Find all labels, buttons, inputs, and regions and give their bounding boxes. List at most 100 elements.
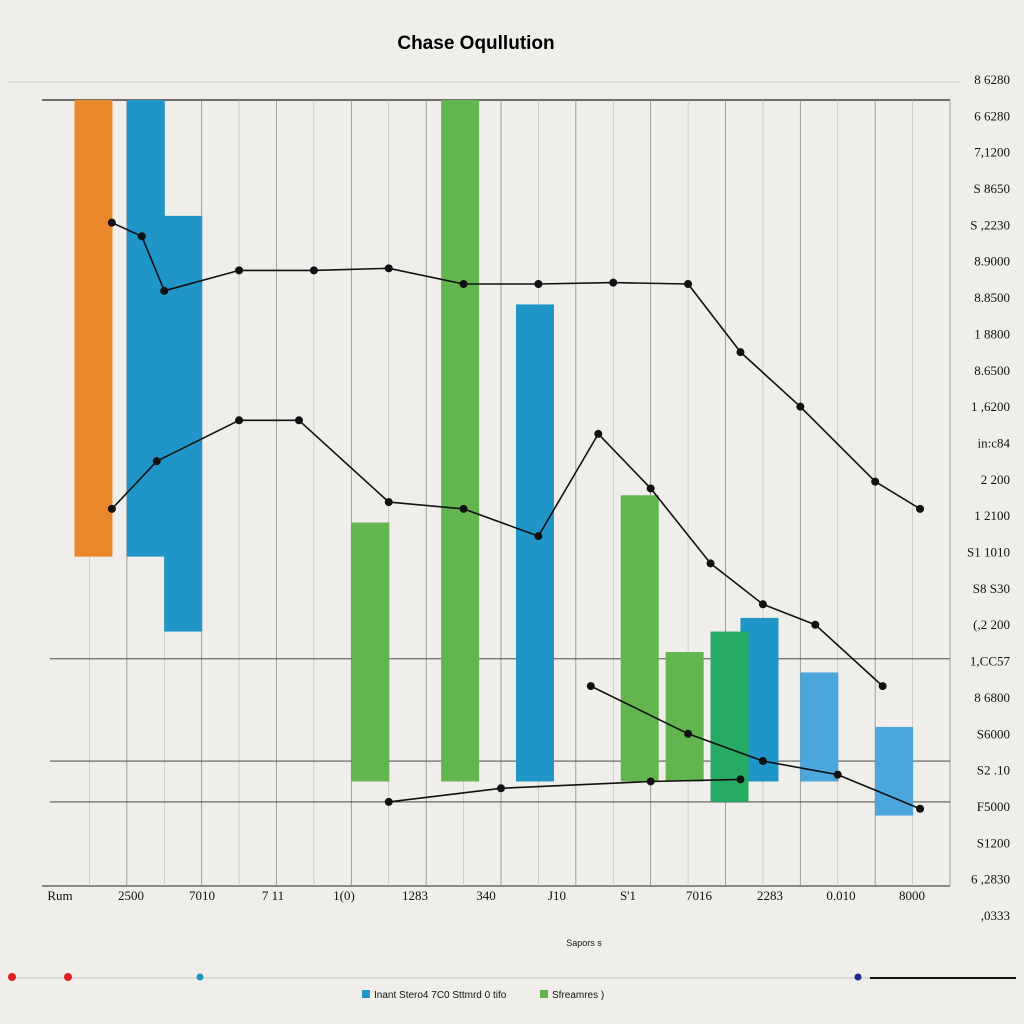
y-tick-label: 8 6280 [974, 72, 1010, 87]
x-tick-label: 7016 [686, 888, 713, 903]
y-tick-label: in:c84 [978, 435, 1011, 450]
x-tick-label: 1(0) [333, 888, 355, 903]
y-tick-label: S6000 [977, 726, 1010, 741]
line-point [235, 266, 244, 275]
x-tick-label: 2283 [757, 888, 783, 903]
line-point [646, 777, 655, 786]
line-point [534, 532, 543, 541]
bar-blue [515, 304, 554, 782]
line-point [878, 682, 887, 691]
legend-swatch [540, 990, 548, 998]
line-point [594, 429, 603, 438]
axis-layer: 8 6280 6 6280 7,1200 S 8650 S ,2230 8.9000 8.8… [47, 72, 1010, 923]
bar-blue [164, 215, 203, 632]
line-point [871, 477, 880, 486]
x-tick-label: 2500 [118, 888, 144, 903]
y-tick-label: 6 6280 [974, 108, 1010, 123]
bar-teal_green [710, 631, 749, 802]
x-tick-label: 8000 [899, 888, 925, 903]
y-tick-label: S ,2230 [970, 217, 1010, 232]
y-tick-label: 6 ,2830 [971, 872, 1010, 887]
line-point [684, 729, 693, 738]
y-tick-label: S1 1010 [967, 545, 1010, 560]
line-point [137, 232, 146, 241]
x-tick-label: S'1 [620, 888, 636, 903]
x-tick-label: 340 [476, 888, 496, 903]
y-tick-label: 8.8500 [974, 290, 1010, 305]
legend-label: Inant Stero4 7C0 Sttmrd 0 tifo [374, 990, 507, 1001]
line-point [609, 278, 618, 287]
line-point [107, 218, 116, 227]
x-axis-caption: Sapors s [566, 938, 602, 948]
y-tick-label: ,0333 [981, 908, 1010, 923]
y-tick-label: 1,CC57 [970, 654, 1011, 669]
line-series-1 [111, 221, 921, 510]
line-point [646, 484, 655, 493]
x-tick-label: 7 11 [262, 888, 284, 903]
line-point [586, 682, 595, 691]
legend: Inant Stero4 7C0 Sttmrd 0 tifo Sfreamres … [8, 973, 1016, 1001]
line-point [294, 416, 303, 425]
line-series-4 [388, 778, 741, 803]
line-point [160, 286, 169, 295]
y-tick-label: 2 200 [981, 472, 1010, 487]
bar-orange [74, 100, 113, 557]
bar-blue [126, 100, 165, 557]
line-point [235, 416, 244, 425]
line-point [811, 620, 820, 629]
legend-dot [8, 973, 16, 981]
legend-dot [196, 973, 204, 981]
y-tick-label: 1 2100 [974, 508, 1010, 523]
line-point [796, 402, 805, 411]
bar-green [351, 522, 390, 782]
y-tick-label: F5000 [977, 799, 1010, 814]
line-point [152, 457, 161, 466]
y-tick-label: 8.9000 [974, 254, 1010, 269]
line-layer [107, 218, 925, 813]
x-tick-label: Rum [47, 888, 72, 903]
line-point [107, 504, 116, 513]
line-point [736, 775, 745, 784]
line-point [459, 504, 468, 513]
legend-swatch [362, 990, 370, 998]
line-point [706, 559, 715, 568]
y-tick-label: 7,1200 [974, 145, 1010, 160]
bar-light_blue [800, 672, 839, 782]
y-tick-label: S 8650 [974, 181, 1010, 196]
line-point [833, 770, 842, 779]
line-point [534, 280, 543, 288]
line-point [758, 757, 767, 766]
x-tick-label: 7010 [189, 888, 215, 903]
bar-green [441, 100, 480, 782]
legend-dot [64, 973, 72, 981]
x-tick-label: 0.010 [826, 888, 855, 903]
bar-green [620, 495, 659, 782]
y-tick-label: 1 8800 [974, 326, 1010, 341]
line-point [384, 498, 393, 507]
y-tick-label: 1 ,6200 [971, 399, 1010, 414]
line-point [916, 504, 925, 513]
y-tick-label: (,2 200 [973, 617, 1010, 632]
line-point [758, 600, 767, 609]
line-point [459, 280, 468, 288]
line-point [497, 784, 505, 793]
chart-title: Chase Oqullution [397, 33, 554, 54]
y-tick-label: S1200 [977, 835, 1010, 850]
x-tick-label: J10 [548, 888, 566, 903]
legend-dot [854, 973, 862, 981]
line-point [384, 797, 393, 806]
bar-green [665, 652, 704, 782]
x-tick-label: 1283 [402, 888, 428, 903]
legend-label: Sfreamres ) [552, 990, 604, 1001]
y-tick-label: S2 .10 [977, 763, 1010, 778]
line-point [384, 264, 393, 273]
y-tick-label: 8.6500 [974, 363, 1010, 378]
line-point [736, 348, 745, 357]
y-tick-label: 8 6800 [974, 690, 1010, 705]
line-point [916, 804, 925, 813]
y-tick-label: S8 S30 [973, 581, 1010, 596]
line-point [684, 280, 693, 288]
bar-light_blue [875, 726, 914, 816]
